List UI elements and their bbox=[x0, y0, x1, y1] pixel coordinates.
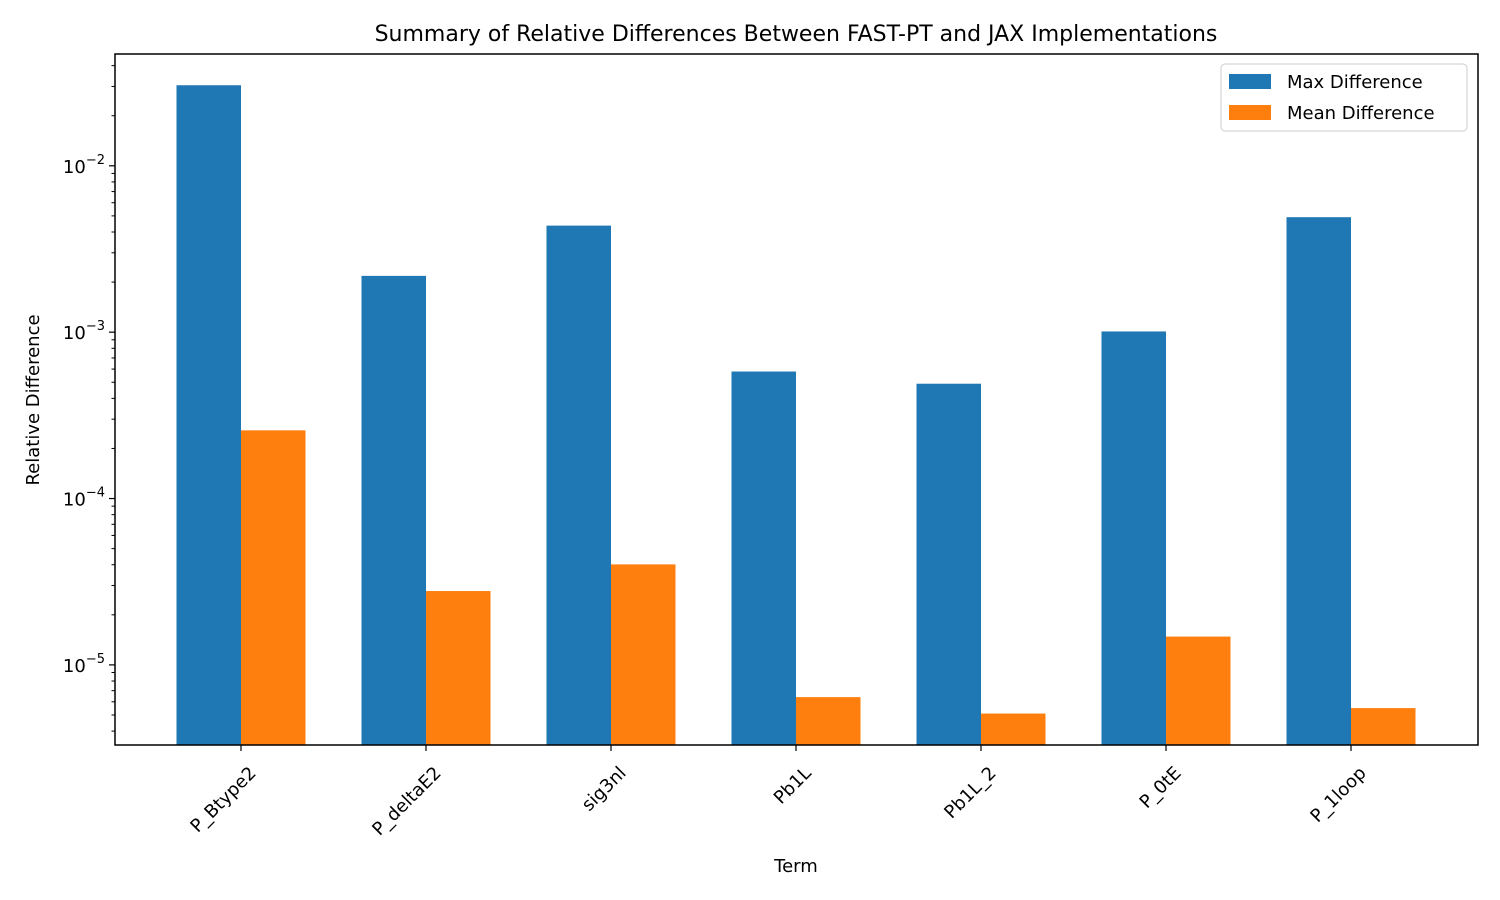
x-tick-label: P_0tE bbox=[1136, 763, 1186, 813]
x-tick-label: Pb1L_2 bbox=[940, 763, 1000, 823]
x-tick-label: P_1loop bbox=[1306, 763, 1370, 827]
bar-max-pb1l bbox=[731, 371, 796, 745]
legend-box bbox=[1220, 63, 1468, 132]
plot-frame bbox=[114, 53, 1479, 746]
y-tick-label: 10−2 bbox=[63, 153, 105, 178]
y-tick-label: 10−5 bbox=[63, 652, 105, 677]
legend-swatch-max bbox=[1229, 74, 1271, 89]
bar-max-p-deltae2 bbox=[361, 275, 426, 745]
legend-label-mean: Mean Difference bbox=[1287, 103, 1435, 124]
x-axis-label: Term bbox=[773, 856, 818, 877]
bar-max-pb1l-2 bbox=[916, 383, 981, 745]
bars bbox=[176, 85, 1416, 746]
bar-max-p-1loop bbox=[1286, 217, 1351, 745]
bar-mean-pb1l-2 bbox=[981, 713, 1046, 745]
bar-mean-sig3nl bbox=[611, 564, 676, 745]
chart-title: Summary of Relative Differences Between … bbox=[375, 22, 1218, 47]
bar-mean-p-btype2 bbox=[241, 430, 306, 745]
bar-mean-p-0te bbox=[1166, 636, 1231, 745]
x-tick-label: P_Btype2 bbox=[186, 763, 260, 837]
bar-max-sig3nl bbox=[546, 225, 611, 745]
bar-mean-p-deltae2 bbox=[426, 591, 491, 745]
y-axis-label: Relative Difference bbox=[23, 314, 44, 485]
x-tick-label: sig3nl bbox=[578, 763, 631, 816]
bar-max-p-0te bbox=[1101, 331, 1166, 745]
x-tick-label: Pb1L bbox=[770, 763, 816, 809]
bar-mean-pb1l bbox=[796, 697, 861, 745]
x-tick-label: P_deltaE2 bbox=[368, 763, 445, 840]
legend: Max Difference Mean Difference bbox=[1220, 63, 1468, 132]
legend-label-max: Max Difference bbox=[1287, 72, 1423, 93]
bar-mean-p-1loop bbox=[1351, 708, 1416, 745]
y-tick-label: 10−3 bbox=[63, 319, 105, 344]
y-tick-label: 10−4 bbox=[63, 486, 105, 511]
legend-swatch-mean bbox=[1229, 105, 1271, 120]
bar-max-p-btype2 bbox=[176, 85, 241, 746]
